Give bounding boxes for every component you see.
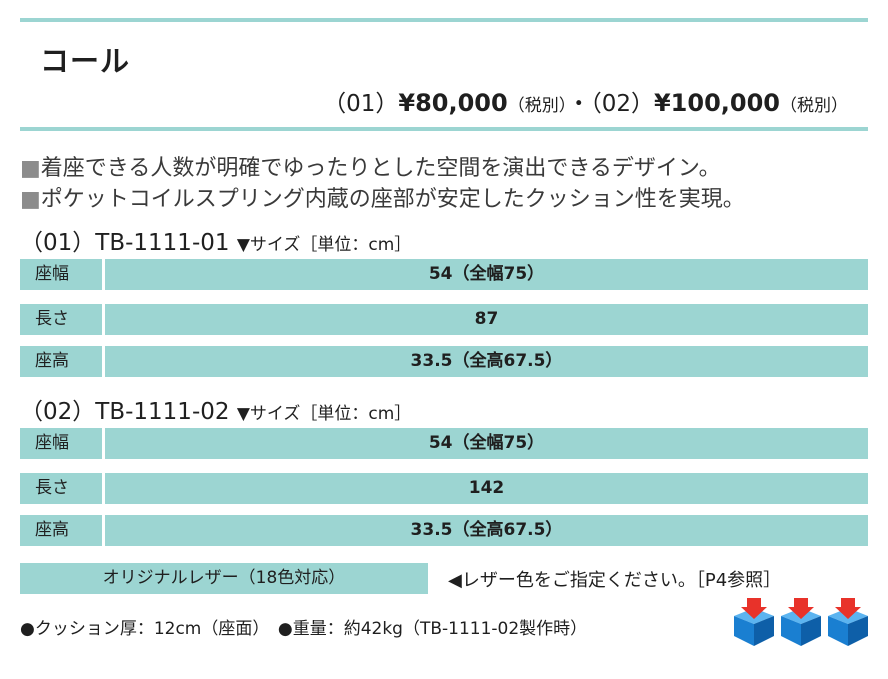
price-model-2: （02） — [590, 91, 654, 117]
cushion-weight-spec: ●クッション厚：12cm（座面） ●重量：約42kg（TB-1111-02製作時… — [20, 619, 588, 639]
cube-arrow-icon — [828, 598, 868, 646]
spec-row: 座幅 54（全幅75） — [20, 259, 868, 290]
product-title: コール — [40, 44, 131, 78]
price-separator: ・ — [567, 91, 591, 117]
price-value-2: ¥100,000 — [653, 89, 780, 117]
spec-value: 54（全幅75） — [105, 259, 868, 290]
spec-row: 座高 33.5（全高67.5） — [20, 515, 868, 546]
size-unit-label: ▼サイズ［単位：cm］ — [236, 235, 412, 255]
spec-label: 座高 — [20, 515, 102, 546]
spec-value: 54（全幅75） — [105, 428, 868, 459]
cube-icons — [734, 598, 868, 646]
spec-label: 長さ — [20, 473, 102, 504]
spec-row: 長さ 142 — [20, 473, 868, 504]
spec-row: 座幅 54（全幅75） — [20, 428, 868, 459]
feature-line: ■ポケットコイルスプリング内蔵の座部が安定したクッション性を実現。 — [20, 181, 745, 213]
feature-line: ■着座できる人数が明確でゆったりとした空間を演出できるデザイン。 — [20, 150, 721, 182]
spec-value: 87 — [105, 304, 868, 335]
model-code: TB-1111-01 — [95, 230, 230, 256]
cube-arrow-icon — [781, 598, 821, 646]
feature-text: 着座できる人数が明確でゆったりとした空間を演出できるデザイン。 — [40, 156, 721, 181]
size-unit-label: ▼サイズ［単位：cm］ — [236, 404, 412, 424]
middle-divider — [20, 127, 868, 131]
top-divider — [20, 18, 868, 22]
model-heading: （01）TB-1111-01 ▼サイズ［単位：cm］ — [20, 223, 411, 257]
square-bullet-icon: ■ — [20, 187, 41, 212]
cube-arrow-icon — [734, 598, 774, 646]
spec-value: 33.5（全高67.5） — [105, 346, 868, 377]
price-model-1: （01） — [323, 91, 399, 117]
price-tax-1: （税別） — [507, 96, 568, 116]
spec-label: 長さ — [20, 304, 102, 335]
leather-note: ◀レザー色をご指定ください。［P4参照］ — [448, 570, 782, 591]
price-value-1: ¥80,000 — [398, 89, 508, 117]
spec-value: 142 — [105, 473, 868, 504]
model-heading: （02）TB-1111-02 ▼サイズ［単位：cm］ — [20, 392, 411, 426]
model-prefix: （01） — [20, 230, 96, 256]
spec-value: 33.5（全高67.5） — [105, 515, 868, 546]
price-line: （01）¥80,000（税別）・（02）¥100,000（税別） — [323, 84, 848, 118]
leather-option-badge: オリジナルレザー（18色対応） — [20, 563, 428, 594]
spec-label: 座高 — [20, 346, 102, 377]
spec-label: 座幅 — [20, 428, 102, 459]
square-bullet-icon: ■ — [20, 156, 41, 181]
spec-row: 座高 33.5（全高67.5） — [20, 346, 868, 377]
price-tax-2: （税別） — [780, 96, 848, 116]
spec-row: 長さ 87 — [20, 304, 868, 335]
model-code: TB-1111-02 — [95, 399, 230, 425]
feature-text: ポケットコイルスプリング内蔵の座部が安定したクッション性を実現。 — [40, 187, 745, 212]
spec-label: 座幅 — [20, 259, 102, 290]
model-prefix: （02） — [20, 399, 96, 425]
